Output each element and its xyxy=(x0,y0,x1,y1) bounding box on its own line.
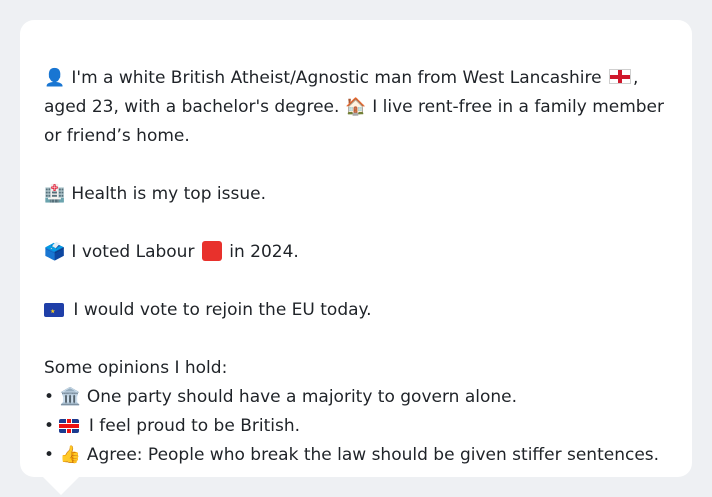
profile-card: 👤 I'm a white British Atheist/Agnostic m… xyxy=(20,20,692,477)
speech-bubble-tail xyxy=(42,476,80,495)
eu-text: I would vote to rejoin the EU today. xyxy=(73,300,372,320)
health-paragraph: 🏥 Health is my top issue. xyxy=(44,180,668,209)
house-icon: 🏠 xyxy=(345,97,367,117)
ballot-box-icon: 🗳️ xyxy=(44,242,66,262)
intro-paragraph: 👤 I'm a white British Atheist/Agnostic m… xyxy=(44,64,668,151)
thumbs-up-icon: 👍 xyxy=(59,445,82,465)
opinion-item: • 🏛️ One party should have a majority to… xyxy=(44,383,668,412)
uk-flag-icon xyxy=(59,419,80,433)
opinion-item: • I feel proud to be British. xyxy=(44,412,668,441)
eu-flag-icon xyxy=(44,297,64,326)
bullet-marker: • xyxy=(44,387,55,407)
opinions-heading: Some opinions I hold: xyxy=(44,358,228,378)
opinion-text: One party should have a majority to gove… xyxy=(86,387,518,407)
opinion-item: • 👍 Agree: People who break the law shou… xyxy=(44,441,668,470)
bullet-marker: • xyxy=(44,445,55,465)
home-text: I live rent-free in a family member or f… xyxy=(44,97,665,146)
vote-prefix-text: I voted Labour xyxy=(71,242,195,262)
red-square-icon xyxy=(201,241,222,261)
eu-paragraph: I would vote to rejoin the EU today. xyxy=(44,296,668,326)
england-flag-icon xyxy=(608,69,631,84)
classical-building-icon: 🏛️ xyxy=(59,387,82,407)
vote-suffix-text: in 2024. xyxy=(229,242,299,262)
person-icon: 👤 xyxy=(44,68,66,88)
health-text: Health is my top issue. xyxy=(71,184,266,204)
opinion-text: I feel proud to be British. xyxy=(88,416,300,436)
vote-paragraph: 🗳️ I voted Labour in 2024. xyxy=(44,238,668,267)
opinion-text: Agree: People who break the law should b… xyxy=(86,445,660,465)
intro-rest-text: , aged 23, with a bachelor's degree. xyxy=(44,68,639,117)
intro-text: I'm a white British Atheist/Agnostic man… xyxy=(71,68,602,88)
hospital-icon: 🏥 xyxy=(44,184,66,204)
bullet-marker: • xyxy=(44,416,55,436)
